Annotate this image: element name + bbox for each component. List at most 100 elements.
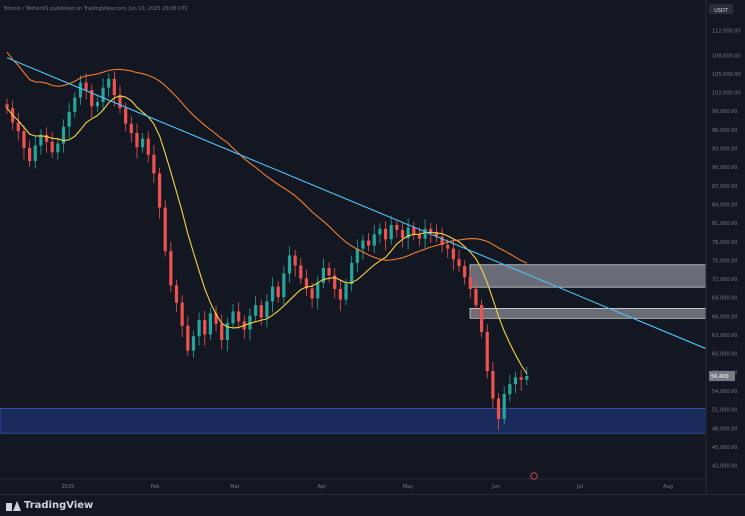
price-tick-label: 112,000.00 — [712, 28, 741, 34]
candle-body — [276, 286, 280, 298]
time-tick-label: Jun — [491, 484, 500, 490]
candle-body — [412, 227, 416, 235]
candle-body — [141, 138, 145, 148]
last-price-label: 56,400 — [711, 374, 729, 380]
candle-body — [197, 320, 201, 337]
moving-averages-layer — [6, 51, 528, 375]
candle-body — [508, 384, 512, 395]
candle-body — [389, 225, 393, 240]
price-tick-label: 99,000.00 — [712, 109, 737, 115]
candle-body — [282, 273, 286, 298]
time-tick-label: Apr — [318, 484, 328, 490]
moving-average-50 — [6, 95, 528, 375]
candle-body — [293, 255, 297, 266]
price-tick-label: 75,000.00 — [712, 258, 737, 264]
time-tick-label: Jul — [576, 484, 583, 490]
candle-body — [400, 229, 405, 239]
candle-body — [157, 173, 162, 208]
price-tick-label: 90,000.00 — [712, 165, 737, 171]
candles-layer — [5, 71, 529, 431]
candle-body — [259, 305, 263, 318]
candle-body — [186, 325, 190, 351]
candle-body — [367, 240, 371, 246]
candle-body — [299, 265, 303, 279]
price-tick-label: 45,000.00 — [712, 445, 737, 451]
candle-body — [22, 131, 26, 148]
chart-header: Bitcoin / TetherUS published on TradingV… — [4, 6, 189, 12]
candle-body — [152, 154, 156, 174]
candle-body — [112, 78, 116, 96]
candle-body — [180, 302, 184, 326]
candle-body — [237, 311, 241, 322]
candle-body — [44, 134, 49, 142]
time-axis[interactable]: 2025 Feb Mar Apr May Jun Jul Aug — [0, 478, 706, 490]
candle-body — [457, 259, 461, 267]
candle-body — [310, 288, 314, 299]
candlestick-chart[interactable]: 112,000.00 108,000.00 105,000.00 102,000.00… — [0, 0, 745, 494]
candle-body — [468, 277, 472, 290]
candle-body — [208, 313, 212, 335]
resistance-zone-1 — [469, 264, 707, 288]
candle-body — [440, 236, 444, 245]
candle-body — [406, 227, 410, 239]
time-tick-label: Mar — [230, 484, 240, 490]
candle-body — [333, 275, 337, 290]
candle-body — [474, 289, 478, 306]
moving-average-200 — [6, 51, 528, 264]
candle-body — [491, 371, 495, 399]
price-axis[interactable]: 112,000.00 108,000.00 105,000.00 102,000.00… — [705, 0, 741, 494]
candle-body — [265, 301, 269, 318]
candle-body — [107, 78, 111, 88]
price-tick-label: 72,000.00 — [712, 277, 737, 283]
candle-body — [316, 282, 320, 299]
candle-body — [90, 90, 94, 107]
candle-body — [519, 377, 523, 380]
candle-body — [129, 123, 133, 133]
last-price-badge — [709, 371, 735, 382]
candle-body — [231, 311, 235, 324]
price-tick-label: 60,000.00 — [712, 352, 737, 358]
resistance-zone-2 — [469, 307, 707, 319]
candle-body — [270, 286, 275, 302]
candle-body — [350, 262, 354, 285]
price-tick-label: 108,000.00 — [712, 53, 741, 59]
price-tick-label: 96,000.00 — [712, 128, 737, 134]
candle-body — [203, 320, 207, 335]
candle-body — [344, 284, 348, 300]
candle-body — [434, 231, 438, 237]
price-tick-label: 87,000.00 — [712, 184, 737, 190]
candle-body — [135, 133, 139, 148]
candle-body — [84, 82, 88, 91]
tradingview-brand: TradingView — [24, 500, 94, 511]
candle-body — [73, 97, 77, 112]
candle-body — [220, 323, 224, 340]
tradingview-logo-icon — [6, 500, 21, 511]
descending-trendline — [6, 57, 707, 350]
candle-body — [163, 207, 167, 252]
trendline-layer — [6, 57, 707, 350]
candle-body — [39, 134, 43, 146]
candle-body — [355, 248, 359, 263]
candle-body — [446, 244, 450, 249]
price-tick-label: 54,000.00 — [712, 389, 737, 395]
candle-body — [225, 323, 229, 340]
candle-body — [33, 145, 37, 161]
candle-body — [417, 234, 422, 239]
event-marker[interactable] — [530, 472, 538, 480]
candle-body — [395, 225, 399, 230]
symbol-badge[interactable]: USDT — [714, 8, 729, 14]
tradingview-logo[interactable]: TradingView — [6, 500, 93, 511]
candle-body — [463, 266, 467, 278]
candle-body — [146, 138, 150, 155]
candle-body — [50, 141, 54, 153]
time-tick-label: May — [403, 484, 413, 490]
candle-body — [485, 331, 489, 372]
candle-body — [101, 87, 105, 102]
time-tick-label: Feb — [151, 484, 160, 490]
support-zone — [0, 407, 707, 434]
candle-body — [361, 240, 365, 249]
price-tick-label: 48,000.00 — [712, 426, 737, 432]
price-tick-label: 81,000.00 — [712, 221, 737, 227]
candle-body — [67, 111, 71, 127]
